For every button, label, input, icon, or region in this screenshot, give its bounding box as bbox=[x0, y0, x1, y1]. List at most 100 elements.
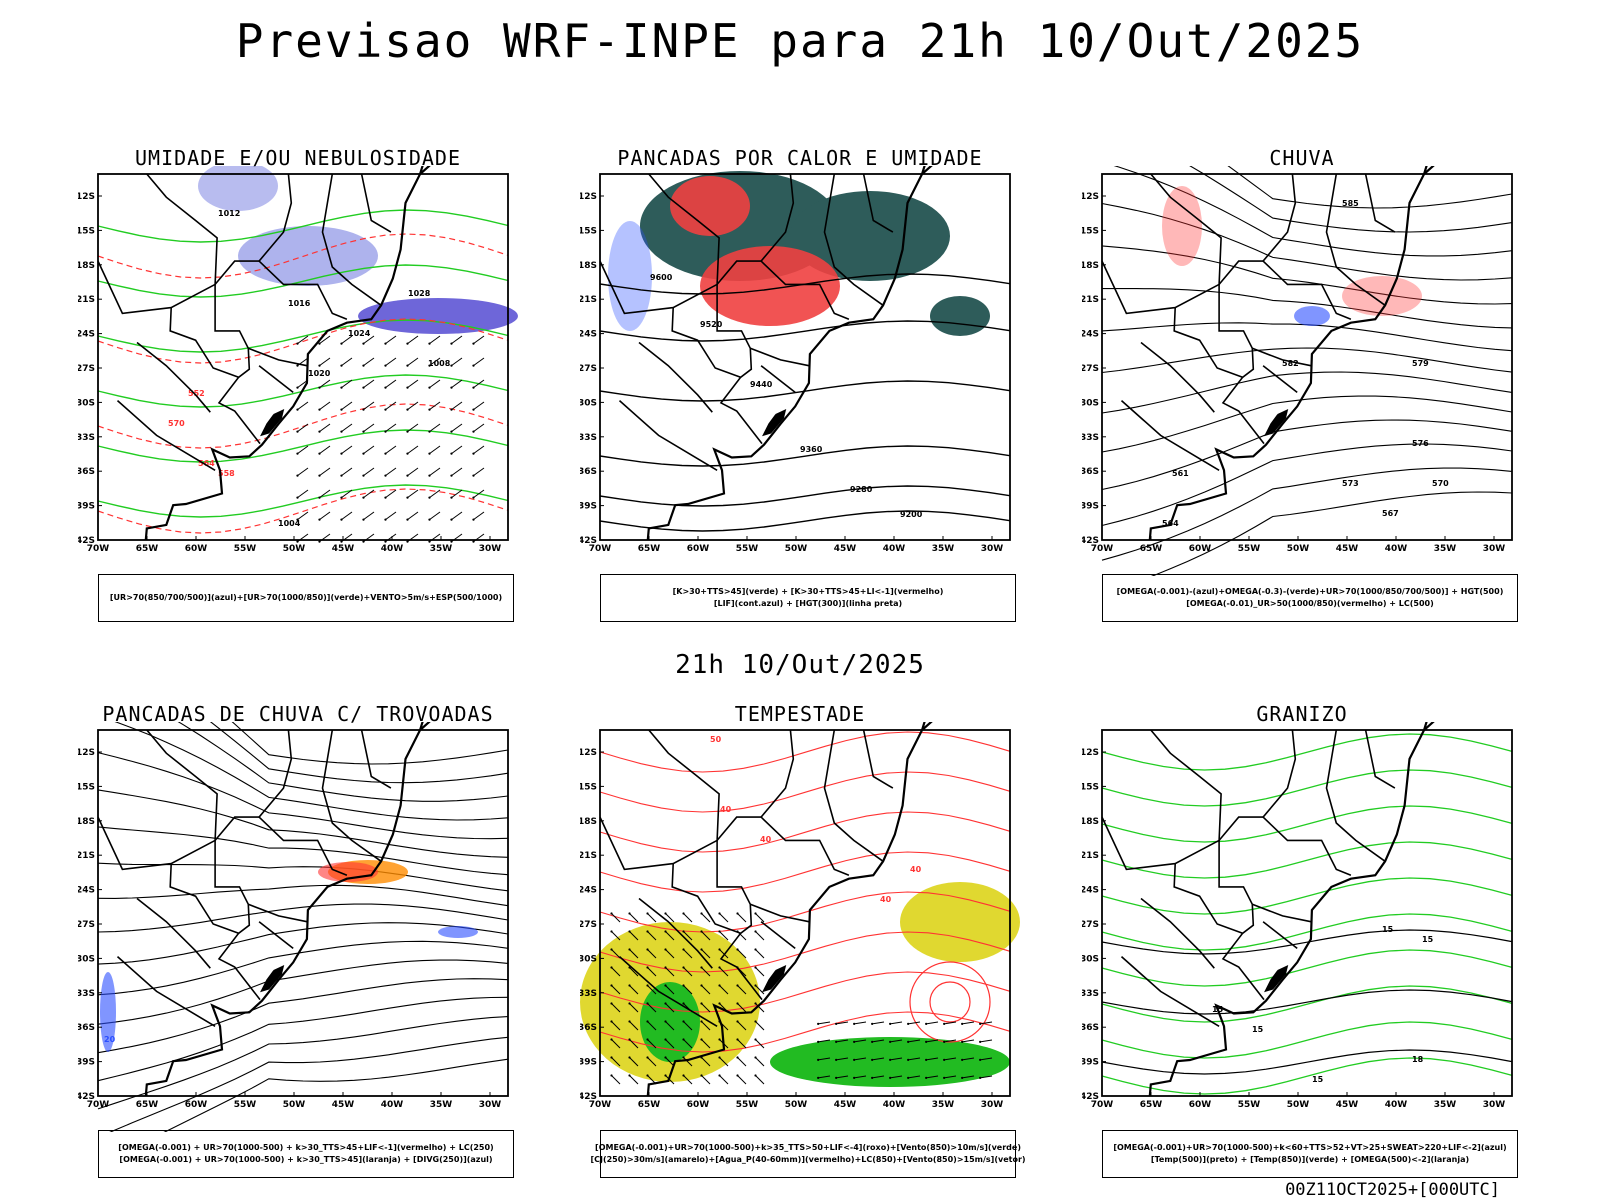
wind-vector-head bbox=[610, 1056, 613, 1059]
wind-vector bbox=[683, 985, 693, 995]
wind-vector-head bbox=[296, 364, 299, 367]
wind-vector bbox=[854, 1021, 867, 1025]
lat-tick-label: 15S bbox=[1082, 782, 1099, 792]
wind-vector bbox=[407, 401, 419, 411]
lat-tick-label: 39S bbox=[78, 502, 95, 512]
wind-vector-head bbox=[340, 342, 343, 345]
wind-vector bbox=[473, 401, 485, 411]
wind-vector bbox=[611, 1075, 621, 1085]
wind-vector-head bbox=[700, 930, 703, 933]
lat-tick-label: 33S bbox=[78, 433, 95, 443]
wind-vector bbox=[611, 931, 621, 941]
wind-vector bbox=[319, 401, 331, 411]
legend-line-2: [OMEGA(-0.001) + UR>70(1000-500) + k>30_… bbox=[119, 1155, 493, 1164]
country-border bbox=[1364, 729, 1396, 789]
country-border bbox=[1262, 365, 1298, 394]
lon-tick-label: 50W bbox=[1287, 544, 1310, 554]
wind-vector bbox=[980, 1075, 993, 1079]
lagoon bbox=[1264, 965, 1289, 993]
thickness-contour-red bbox=[97, 488, 509, 534]
streamline bbox=[1101, 395, 1513, 453]
streamline bbox=[1102, 288, 1513, 329]
thickness-contour-red bbox=[97, 318, 509, 364]
wind-vector bbox=[363, 379, 375, 389]
wind-vector-head bbox=[736, 948, 739, 951]
wind-vector bbox=[473, 489, 485, 499]
wind-vector-head bbox=[406, 386, 409, 389]
streamline bbox=[97, 996, 509, 1082]
country-border bbox=[716, 284, 763, 445]
contour-label: 564 bbox=[198, 459, 215, 468]
wind-vector bbox=[363, 489, 375, 499]
wind-vector-head bbox=[318, 386, 321, 389]
contour-label: 9360 bbox=[800, 445, 823, 454]
wind-area-green bbox=[640, 982, 700, 1062]
wind-vector bbox=[944, 1075, 957, 1079]
country-border bbox=[1262, 173, 1352, 320]
wind-vector-head bbox=[340, 430, 343, 433]
wind-vector-head bbox=[718, 1074, 721, 1077]
wind-vector bbox=[451, 467, 463, 477]
country-border bbox=[1140, 897, 1215, 969]
wind-vector bbox=[683, 967, 693, 977]
country-border bbox=[1173, 307, 1243, 379]
wind-vector bbox=[407, 511, 419, 521]
contour-label: 9280 bbox=[850, 485, 873, 494]
forecast-time-label: 21h 10/Out/2025 bbox=[675, 650, 925, 680]
lon-tick-label: 65W bbox=[638, 1100, 661, 1110]
lon-tick-label: 35W bbox=[1434, 544, 1457, 554]
humid-area-dark-blue bbox=[358, 298, 518, 334]
wind-vector bbox=[341, 379, 353, 389]
wind-vector bbox=[665, 931, 675, 941]
lon-tick-label: 55W bbox=[234, 544, 257, 554]
wind-vector-head bbox=[472, 452, 475, 455]
lat-tick-label: 18S bbox=[1082, 817, 1099, 827]
wind-vector bbox=[755, 913, 765, 923]
low-level-contour-red bbox=[599, 931, 1011, 973]
lifted-index-blue bbox=[608, 221, 652, 331]
divergence-blue bbox=[438, 926, 478, 938]
temperature-850-contour-green bbox=[1101, 949, 1513, 987]
wind-vector-head bbox=[628, 948, 631, 951]
wind-vector-head bbox=[664, 1020, 667, 1023]
lat-tick-label: 24S bbox=[580, 886, 597, 896]
wind-vector-head bbox=[646, 966, 649, 969]
humid-area-blue bbox=[198, 166, 278, 211]
wind-vector bbox=[854, 1057, 867, 1061]
wind-vector bbox=[908, 1075, 921, 1079]
wind-vector bbox=[854, 1039, 867, 1043]
lat-tick-label: 24S bbox=[1082, 330, 1099, 340]
country-border bbox=[1252, 347, 1312, 367]
lon-tick-label: 55W bbox=[234, 1100, 257, 1110]
wind-vector-head bbox=[610, 1020, 613, 1023]
country-border bbox=[1218, 260, 1264, 285]
wind-vector bbox=[385, 445, 397, 455]
contour-label: 573 bbox=[1342, 479, 1359, 488]
wind-vector bbox=[319, 511, 331, 521]
temperature-500-contour bbox=[1101, 929, 1513, 955]
panel-legend: [K>30+TTS>45](verde) + [K>30+TTS>45+LI<-… bbox=[600, 574, 1016, 622]
streamline bbox=[209, 722, 509, 784]
wind-vector-head bbox=[406, 408, 409, 411]
country-border bbox=[248, 903, 308, 923]
wind-vector-head bbox=[700, 984, 703, 987]
wind-vector bbox=[665, 913, 675, 923]
lat-tick-label: 15S bbox=[580, 226, 597, 236]
wind-vector-head bbox=[664, 1002, 667, 1005]
low-level-contour-red bbox=[599, 971, 1011, 1013]
wind-vector-head bbox=[871, 1022, 874, 1025]
wind-vector-head bbox=[318, 540, 321, 543]
wind-vector-head bbox=[736, 1020, 739, 1023]
temperature-850-contour-green bbox=[1101, 805, 1513, 843]
wind-vector-head bbox=[961, 1058, 964, 1061]
wind-vector-head bbox=[664, 1038, 667, 1041]
humidity-contour-green bbox=[97, 264, 509, 298]
streamline bbox=[177, 722, 509, 802]
wind-vector bbox=[890, 1057, 903, 1061]
wind-vector bbox=[629, 1057, 639, 1067]
wind-vector bbox=[647, 967, 657, 977]
contour-label: 558 bbox=[218, 469, 235, 478]
lat-tick-label: 18S bbox=[78, 261, 95, 271]
legend-line-1: [OMEGA(-0.001)+UR>70(1000-500)+k>35_TTS>… bbox=[595, 1143, 1021, 1152]
